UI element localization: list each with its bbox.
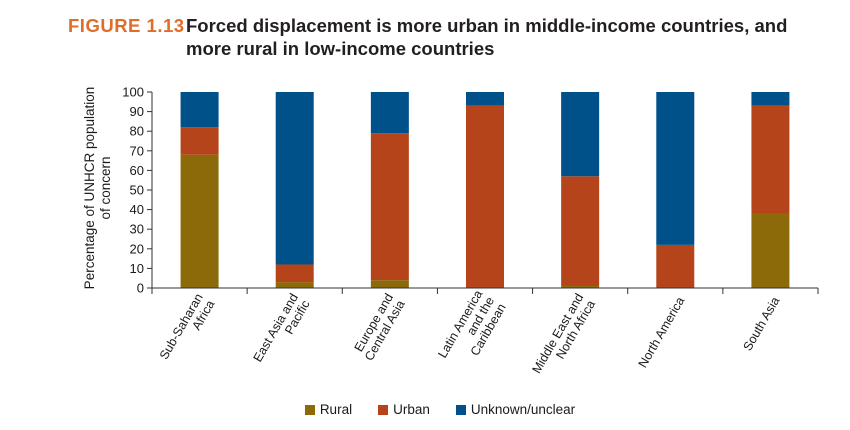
bar-segment-urban	[180, 127, 219, 155]
legend-item-unknown: Unknown/unclear	[455, 402, 576, 417]
y-tick-label: 90	[130, 104, 144, 119]
bar-segment-rural	[180, 154, 219, 288]
figure-title: FIGURE 1.13 Forced displacement is more …	[68, 14, 828, 60]
legend-item-rural: Rural	[304, 402, 353, 417]
bar-segment-urban	[370, 133, 409, 281]
legend-swatch-unknown	[455, 404, 466, 415]
x-tick-label: East Asia andPacific	[251, 291, 313, 371]
bar-segment-unknown	[656, 92, 695, 245]
legend-swatch-urban	[378, 404, 389, 415]
x-tick-label: North America	[636, 294, 688, 370]
y-tick-label: 30	[130, 222, 144, 237]
x-tick-label: Europe andCentral Asia	[350, 291, 408, 363]
bar-segment-rural	[561, 286, 600, 288]
bar-segment-unknown	[561, 92, 600, 177]
y-tick-label: 10	[130, 261, 144, 276]
bar-segment-unknown	[180, 92, 219, 128]
legend-label-rural: Rural	[319, 402, 353, 417]
y-tick-label: 70	[130, 143, 144, 158]
x-tick-label: Latin Americaand theCaribbean	[435, 288, 508, 374]
bar-segment-unknown	[275, 92, 314, 265]
bar-segment-urban	[751, 105, 790, 214]
legend-swatch-rural	[304, 404, 315, 415]
y-tick-label: 40	[130, 202, 144, 217]
y-tick-label: 100	[122, 85, 144, 100]
bar-segment-urban	[466, 105, 504, 288]
legend-label-urban: Urban	[393, 402, 430, 417]
figure-title-text: Forced displacement is more urban in mid…	[186, 15, 788, 59]
legend-item-urban: Urban	[378, 402, 430, 417]
y-tick-label: 60	[130, 163, 144, 178]
bar-segment-unknown	[751, 92, 790, 106]
bar-segment-rural	[751, 213, 790, 288]
bar-segment-unknown	[466, 92, 504, 106]
figure-label: FIGURE 1.13	[68, 15, 185, 36]
bar-segment-unknown	[370, 92, 409, 134]
x-tick-label: Middle East andNorth Africa	[529, 291, 598, 382]
x-tick-label: Sub-SaharanAfrica	[157, 291, 218, 369]
y-tick-label: 20	[130, 241, 144, 256]
y-tick-label: 50	[130, 183, 144, 198]
bar-segment-urban	[275, 264, 314, 283]
bar-segment-urban	[656, 244, 695, 288]
legend-label-unknown: Unknown/unclear	[470, 402, 576, 417]
legend: Rural Urban Unknown/unclear	[0, 402, 850, 417]
bar-segment-rural	[370, 280, 409, 288]
y-tick-label: 80	[130, 124, 144, 139]
y-tick-label: 0	[137, 281, 144, 296]
bar-segment-urban	[561, 176, 600, 287]
bar-segment-rural	[275, 282, 314, 288]
x-tick-label: South Asia	[740, 294, 782, 353]
